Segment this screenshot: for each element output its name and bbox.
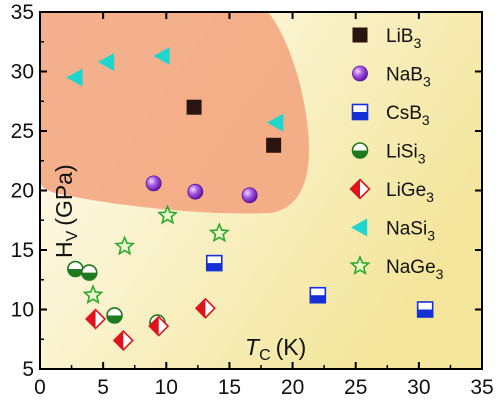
legend-marker-nasi3 bbox=[351, 218, 368, 237]
legend-label-nasi3: NaSi3 bbox=[386, 219, 435, 244]
csb3-point bbox=[416, 301, 434, 318]
lige3-point bbox=[148, 315, 170, 337]
half-square-fill bbox=[352, 112, 368, 120]
square-marker bbox=[352, 27, 368, 43]
half-diamond-fill bbox=[149, 316, 159, 336]
csb3-point bbox=[309, 286, 327, 304]
half-diamond-fill bbox=[86, 309, 96, 329]
sphere-marker bbox=[241, 187, 258, 204]
legend-label-lisi3: LiSi3 bbox=[386, 142, 426, 167]
nage3-point bbox=[82, 284, 104, 305]
half-diamond-fill bbox=[113, 331, 124, 350]
nasi3-point bbox=[267, 113, 284, 132]
star-marker bbox=[82, 284, 104, 305]
nasi3-point bbox=[66, 68, 83, 87]
sphere-marker bbox=[352, 65, 368, 82]
lisi3-point bbox=[80, 264, 98, 281]
nab3-point bbox=[145, 175, 162, 192]
legend-label-lib3: LiB3 bbox=[386, 26, 421, 51]
sphere-marker bbox=[187, 183, 204, 200]
sphere-marker bbox=[145, 175, 162, 192]
half-square-fill bbox=[310, 295, 326, 303]
y-tick-label: 30 bbox=[11, 61, 34, 84]
x-tick-label: 20 bbox=[281, 376, 304, 399]
square-marker bbox=[186, 99, 202, 115]
nab3-point bbox=[187, 183, 204, 200]
lige3-point bbox=[85, 308, 107, 330]
nab3-point bbox=[241, 187, 258, 204]
star-marker bbox=[208, 222, 230, 243]
x-tick-label: 30 bbox=[407, 376, 430, 399]
legend-marker-csb3 bbox=[351, 103, 369, 121]
half-circle-fill bbox=[107, 315, 123, 323]
x-tick-label: 25 bbox=[344, 376, 367, 399]
y-axis-title: HV(GPa) bbox=[51, 164, 81, 258]
axis-titles: TC (K) HV(GPa) bbox=[51, 164, 306, 364]
legend-label-nab3: NaB3 bbox=[386, 65, 431, 90]
half-circle-fill bbox=[352, 150, 368, 158]
y-tick-label: 25 bbox=[11, 120, 34, 143]
nage3-point bbox=[114, 235, 136, 256]
y-tick-label: 35 bbox=[11, 1, 34, 24]
x-tick-label: 35 bbox=[470, 376, 493, 399]
legend-marker-lib3 bbox=[352, 27, 368, 43]
y-tick-label: 5 bbox=[22, 358, 34, 381]
nasi3-point bbox=[153, 47, 170, 66]
triangle-marker bbox=[267, 113, 284, 132]
star-marker bbox=[114, 235, 136, 256]
nasi3-point bbox=[97, 52, 115, 71]
half-square-fill bbox=[417, 309, 433, 317]
lige3-point bbox=[112, 329, 134, 351]
legend-marker-lisi3 bbox=[351, 142, 369, 159]
triangle-marker bbox=[153, 47, 170, 66]
legend-marker-nage3 bbox=[349, 254, 371, 275]
y-tick-label: 20 bbox=[11, 180, 34, 203]
star-marker bbox=[157, 204, 179, 225]
legend-marker-nab3 bbox=[352, 65, 368, 82]
triangle-marker bbox=[97, 52, 115, 71]
nage3-point bbox=[208, 222, 230, 243]
x-tick-label: 10 bbox=[155, 376, 178, 399]
triangle-marker bbox=[66, 68, 83, 87]
triangle-marker bbox=[351, 218, 368, 237]
x-tick-label: 15 bbox=[218, 376, 241, 399]
x-axis-title: TC (K) bbox=[245, 334, 306, 364]
half-circle-fill bbox=[67, 269, 83, 277]
highlight-region bbox=[40, 12, 310, 214]
legend-marker-lige3 bbox=[349, 178, 371, 200]
y-tick-label: 10 bbox=[11, 299, 34, 322]
half-diamond-fill bbox=[196, 298, 206, 318]
x-tick-label: 5 bbox=[97, 376, 109, 399]
y-tick-label: 15 bbox=[11, 239, 34, 262]
csb3-point bbox=[205, 254, 223, 272]
lib3-point bbox=[266, 137, 282, 153]
legend-label-csb3: CsB3 bbox=[386, 103, 430, 128]
half-circle-fill bbox=[81, 272, 97, 281]
lige3-point bbox=[194, 297, 216, 319]
legend: LiB3 NaB3 CsB3 LiSi3 LiGe3 NaSi3 NaGe3 bbox=[349, 26, 444, 282]
legend-label-lige3: LiGe3 bbox=[386, 180, 434, 205]
lisi3-point bbox=[67, 260, 84, 278]
x-tick-label: 0 bbox=[34, 376, 46, 399]
legend-label-nage3: NaGe3 bbox=[386, 257, 444, 282]
lisi3-point bbox=[106, 307, 123, 324]
nage3-point bbox=[157, 204, 179, 225]
data-points bbox=[66, 47, 434, 351]
half-square-fill bbox=[206, 263, 222, 271]
square-marker bbox=[266, 137, 282, 153]
half-diamond-fill bbox=[350, 179, 360, 199]
lib3-point bbox=[186, 99, 202, 115]
star-marker bbox=[349, 254, 371, 275]
